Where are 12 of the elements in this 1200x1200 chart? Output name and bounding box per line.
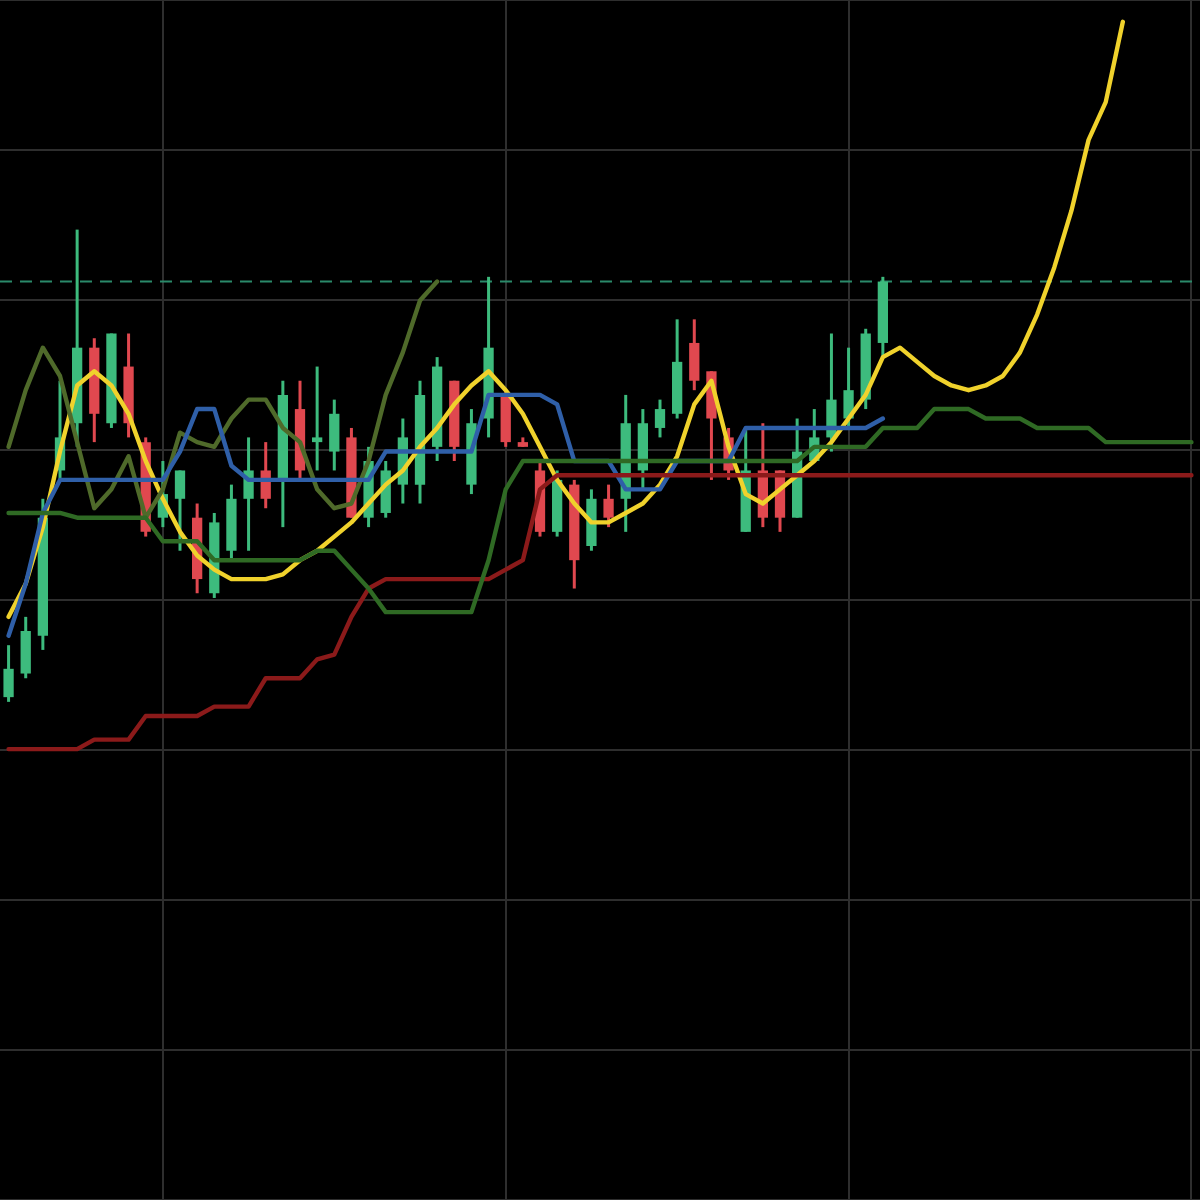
candlestick bbox=[243, 435, 254, 553]
candlestick bbox=[174, 468, 186, 553]
candlestick bbox=[312, 365, 323, 472]
candlestick bbox=[654, 398, 666, 439]
candlestick bbox=[586, 487, 597, 553]
candlestick bbox=[20, 615, 31, 680]
candlestick bbox=[843, 346, 854, 430]
candlestick bbox=[603, 483, 614, 529]
candlestick bbox=[3, 643, 14, 704]
candlestick bbox=[689, 317, 700, 392]
candlestick bbox=[500, 388, 511, 449]
candlestick bbox=[329, 398, 340, 472]
